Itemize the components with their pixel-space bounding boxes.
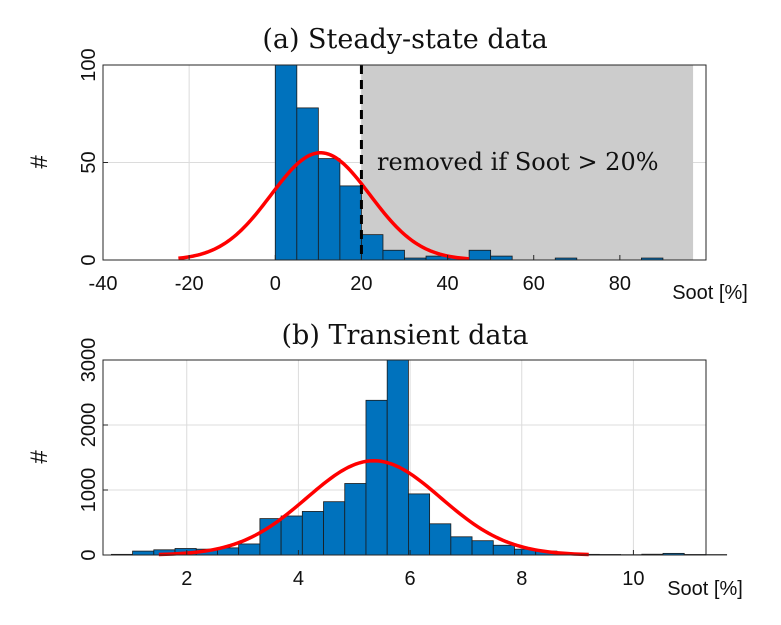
histogram-bar: [365, 399, 388, 556]
x-tick-label: 60: [523, 273, 545, 295]
axes-frame-b: [102, 359, 707, 556]
y-ticks-a: 0 50 100: [78, 48, 108, 266]
chart-title-b: (b) Transient data: [282, 320, 529, 351]
histogram-bar: [274, 64, 298, 261]
x-tick-label: 4: [293, 568, 304, 590]
y-tick-label: 50: [78, 151, 100, 173]
removed-region-shading: [361, 65, 694, 260]
histogram-bar: [429, 523, 452, 556]
chart-title-a: (a) Steady-state data: [262, 24, 547, 55]
y-tick-label: 3000: [78, 338, 100, 383]
x-tick-label: 2: [181, 568, 192, 590]
x-tick-label: 10: [622, 568, 644, 590]
histogram-bar: [408, 493, 431, 556]
panel-steady-state: -40 -20 0 20 40 60 80 0 50 100 (a) Steady-state …: [26, 24, 748, 304]
y-axis-label-b: #: [26, 450, 53, 464]
histogram-bar: [132, 550, 155, 556]
histogram-bars-a: [274, 64, 664, 261]
y-tick-label: 2000: [78, 403, 100, 448]
x-tick-label: 6: [405, 568, 416, 590]
histogram-bar: [382, 249, 405, 261]
histogram-bar: [238, 543, 261, 556]
histogram-bar: [301, 511, 324, 556]
y-tick-label: 0: [78, 254, 100, 265]
y-ticks-b: 0 1000 2000 3000: [78, 338, 108, 561]
histogram-bar: [361, 234, 384, 261]
histogram-bar: [323, 501, 346, 556]
y-tick-label: 100: [78, 48, 100, 81]
x-tick-label: 40: [436, 273, 458, 295]
x-tick-label: -40: [89, 273, 118, 295]
x-axis-label-b: Soot [%]: [667, 578, 743, 600]
x-tick-label: 20: [350, 273, 372, 295]
x-tick-label: 0: [270, 273, 281, 295]
histogram-bar: [492, 544, 515, 556]
fit-curve-a: [178, 151, 470, 261]
fit-curve-b: [158, 458, 589, 557]
removed-annotation: removed if Soot > 20%: [377, 148, 659, 176]
histogram-bar: [339, 185, 362, 261]
x-tick-label: 80: [609, 273, 631, 295]
histogram-bar: [450, 536, 473, 556]
histogram-bar: [296, 107, 319, 261]
y-tick-label: 1000: [78, 468, 100, 513]
histogram-bar: [344, 483, 367, 556]
y-axis-label-a: #: [26, 155, 53, 169]
histogram-bar: [280, 515, 303, 556]
histogram-bar: [468, 249, 492, 261]
x-tick-label: -20: [175, 273, 204, 295]
x-axis-label-a: Soot [%]: [672, 282, 748, 304]
y-tick-label: 0: [78, 549, 100, 560]
histogram-bars-b: [110, 359, 728, 556]
histogram-bar: [386, 359, 409, 556]
histogram-bar: [317, 158, 341, 261]
x-ticks-a: -40 -20 0 20 40 60 80: [89, 255, 631, 295]
x-ticks-b: 2 4 6 8 10: [181, 550, 645, 590]
histogram-bar: [490, 255, 513, 261]
x-tick-label: 8: [516, 568, 527, 590]
histogram-bar: [259, 518, 282, 556]
histogram-bar: [471, 540, 494, 556]
